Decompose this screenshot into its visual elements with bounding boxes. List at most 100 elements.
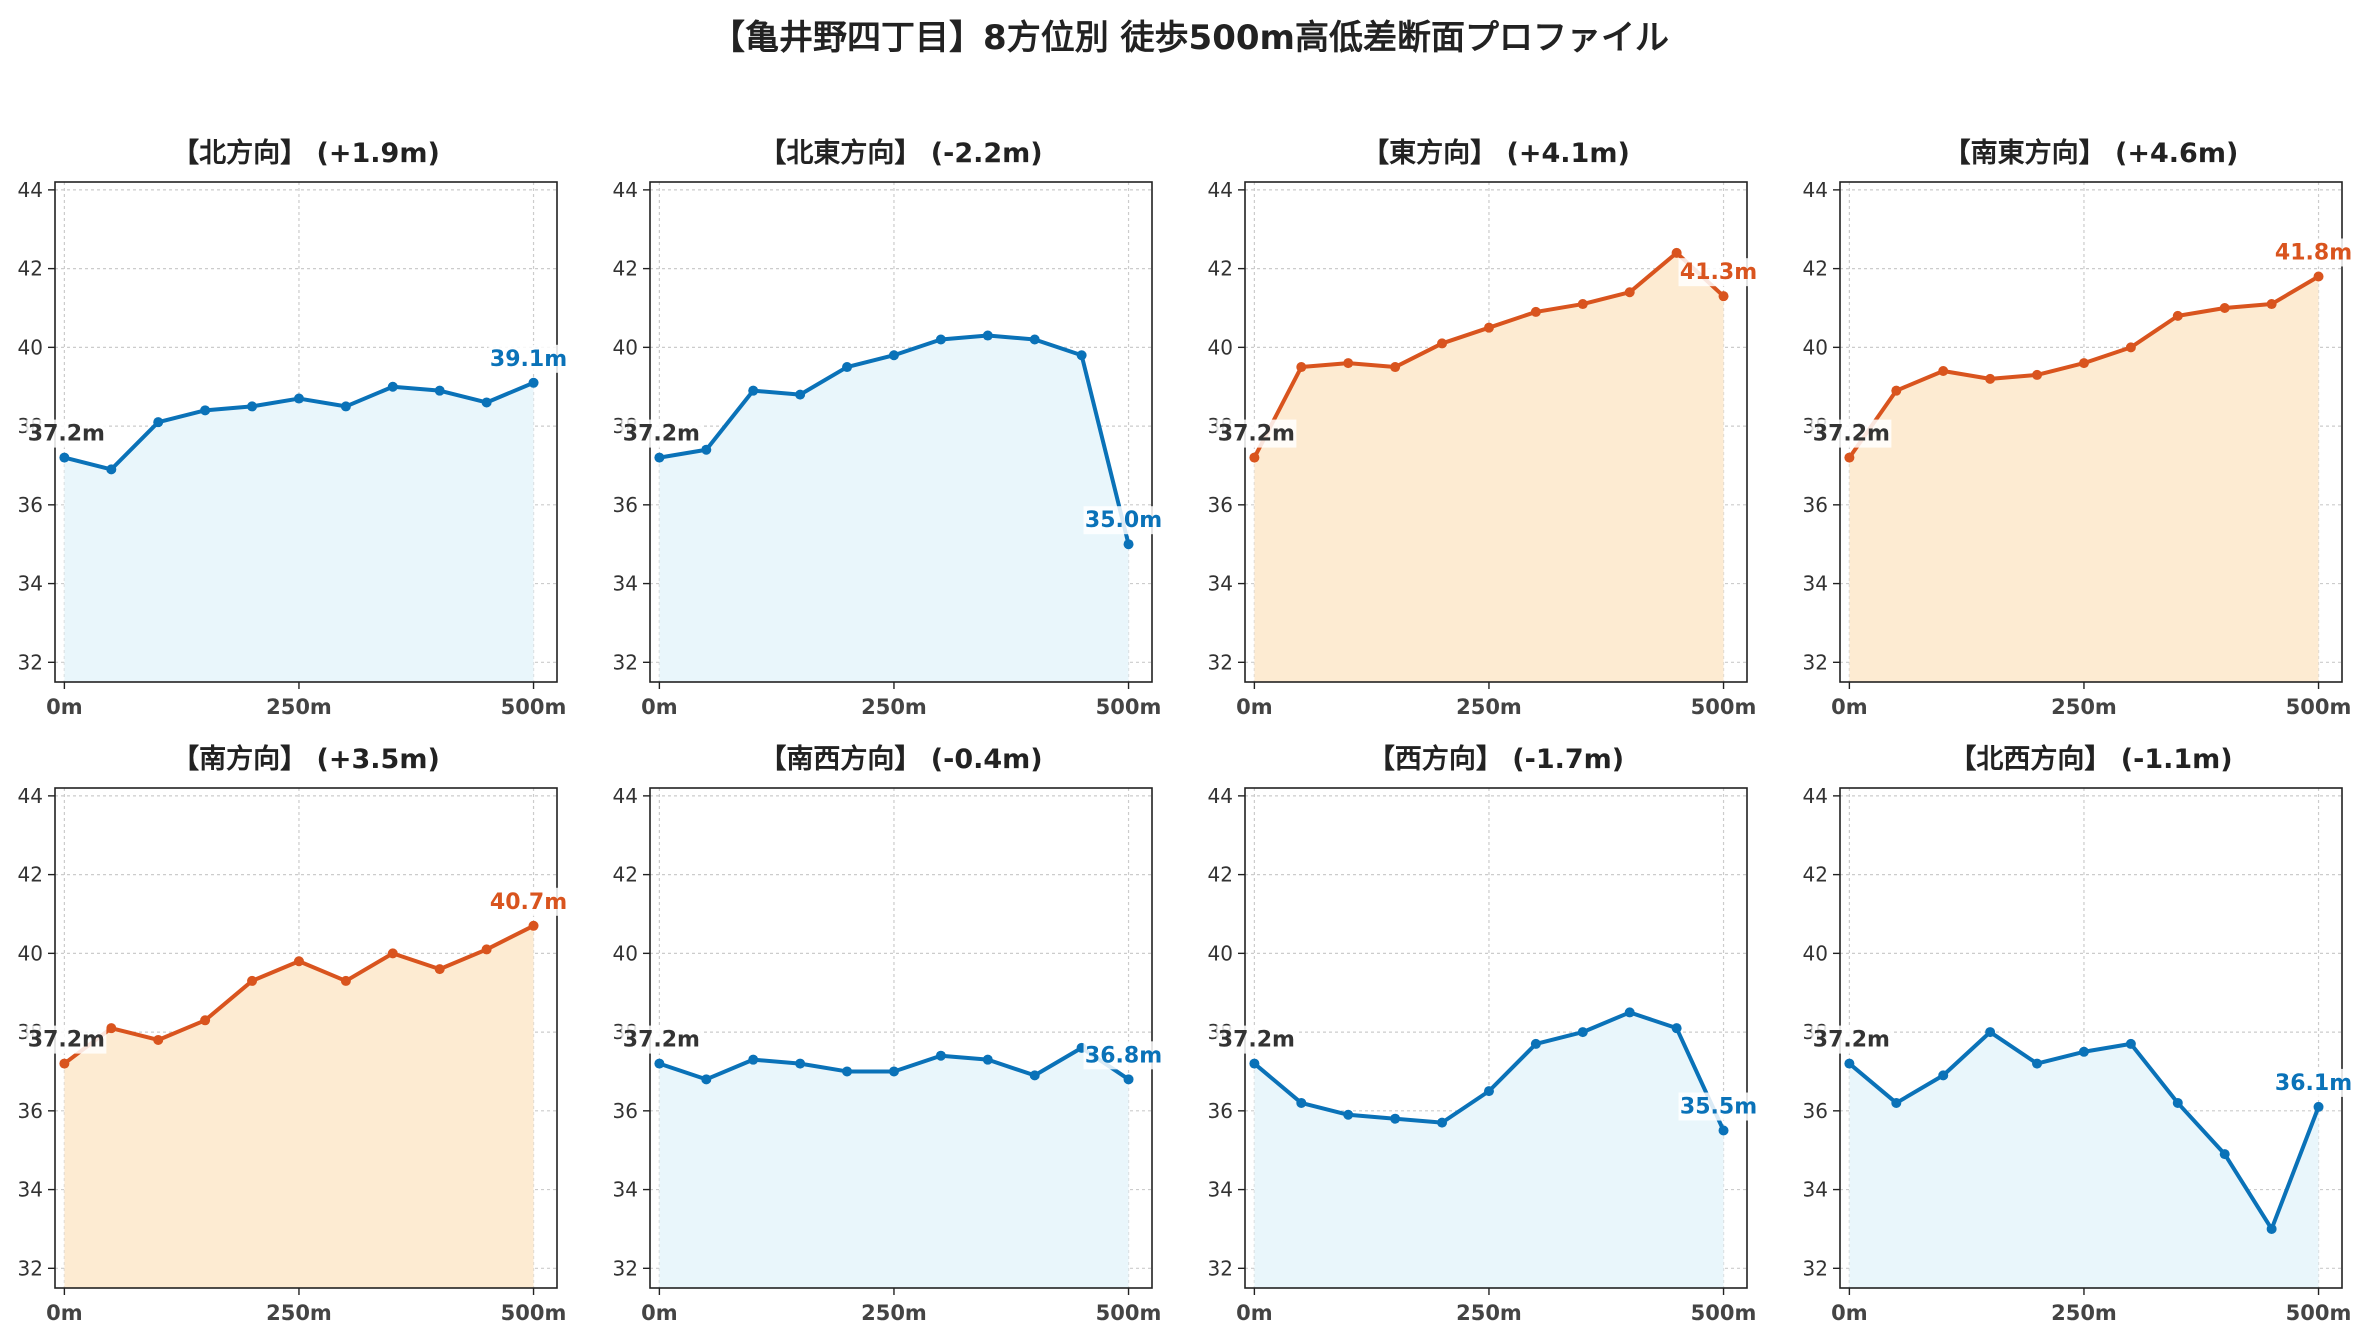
end-label-bg	[1678, 1092, 1759, 1121]
data-point	[1123, 1074, 1134, 1085]
y-tick-label: 40	[1208, 941, 1233, 965]
chart-panel-4: 323436384042440m250m500m【南方向】 (+3.5m)37.…	[18, 743, 569, 1325]
y-tick-label: 42	[613, 257, 638, 281]
data-point	[654, 452, 665, 463]
x-tick-label: 500m	[1691, 695, 1757, 719]
y-tick-label: 34	[1803, 572, 1828, 596]
start-value-label: 37.2m	[1813, 422, 1890, 447]
y-tick-label: 34	[1208, 1178, 1233, 1202]
data-point	[982, 330, 993, 341]
start-value-label: 37.2m	[1218, 1028, 1295, 1053]
panel-title: 【西方向】 (-1.7m)	[1368, 743, 1624, 775]
y-tick-label: 36	[613, 493, 638, 517]
x-tick-label: 500m	[501, 1301, 567, 1325]
data-point	[1437, 338, 1448, 349]
chart-panel-0: 323436384042440m250m500m【北方向】 (+1.9m)37.…	[18, 137, 569, 719]
x-tick-label: 500m	[1096, 695, 1162, 719]
x-tick-label: 250m	[861, 1301, 927, 1325]
y-tick-label: 44	[1803, 178, 1828, 202]
end-label-bg	[2273, 238, 2354, 267]
data-point	[1577, 1027, 1588, 1038]
y-tick-label: 34	[1803, 1178, 1828, 1202]
y-tick-label: 32	[1208, 650, 1233, 674]
x-tick-label: 250m	[861, 695, 927, 719]
data-point	[2266, 299, 2277, 310]
data-point	[528, 920, 539, 931]
y-tick-label: 32	[1803, 1256, 1828, 1280]
start-label-bg	[621, 1025, 702, 1054]
y-tick-label: 44	[613, 784, 638, 808]
y-tick-label: 32	[613, 1256, 638, 1280]
y-tick-label: 34	[613, 1178, 638, 1202]
data-point	[888, 1066, 899, 1077]
data-point	[748, 385, 759, 396]
start-value-label: 37.2m	[623, 1028, 700, 1053]
data-point	[153, 417, 164, 428]
x-tick-label: 500m	[1096, 1301, 1162, 1325]
data-point	[153, 1034, 164, 1045]
panel-title: 【東方向】 (+4.1m)	[1362, 137, 1630, 169]
data-point	[434, 964, 445, 975]
y-tick-label: 40	[1803, 941, 1828, 965]
area-fill	[659, 1047, 1129, 1288]
chart-panel-1: 323436384042440m250m500m【北東方向】 (-2.2m)37…	[613, 137, 1164, 719]
data-point	[1483, 322, 1494, 333]
data-point	[2313, 1101, 2324, 1112]
start-label-bg	[1811, 419, 1892, 448]
y-tick-label: 40	[613, 941, 638, 965]
x-tick-label: 0m	[1236, 695, 1273, 719]
end-value-label: 35.5m	[1680, 1095, 1757, 1120]
y-tick-label: 40	[613, 335, 638, 359]
x-tick-label: 0m	[46, 1301, 83, 1325]
data-point	[1343, 1109, 1354, 1120]
x-tick-label: 250m	[266, 1301, 332, 1325]
end-label-bg	[488, 887, 569, 916]
start-label-bg	[1811, 1025, 1892, 1054]
panel-title: 【北東方向】 (-2.2m)	[759, 137, 1042, 169]
end-value-label: 41.3m	[1680, 260, 1757, 285]
data-point	[935, 334, 946, 345]
data-point	[387, 381, 398, 392]
data-point	[2125, 342, 2136, 353]
data-point	[795, 389, 806, 400]
chart-panel-7: 323436384042440m250m500m【北西方向】 (-1.1m)37…	[1803, 743, 2354, 1325]
data-point	[340, 975, 351, 986]
end-value-label: 36.8m	[1085, 1043, 1162, 1068]
chart-panel-2: 323436384042440m250m500m【東方向】 (+4.1m)37.…	[1208, 137, 1759, 719]
y-tick-label: 44	[18, 178, 43, 202]
data-point	[1891, 385, 1902, 396]
start-label-bg	[26, 1025, 107, 1054]
data-point	[2125, 1038, 2136, 1049]
figure-title: 【亀井野四丁目】8方位別 徒歩500m高低差断面プロファイル	[711, 18, 1669, 58]
data-point	[888, 350, 899, 361]
data-point	[1718, 291, 1729, 302]
data-point	[1390, 1113, 1401, 1124]
data-point	[59, 452, 70, 463]
y-tick-label: 44	[18, 784, 43, 808]
data-point	[654, 1058, 665, 1069]
x-tick-label: 250m	[2051, 1301, 2117, 1325]
data-point	[795, 1058, 806, 1069]
y-tick-label: 36	[1208, 493, 1233, 517]
data-point	[1671, 1023, 1682, 1034]
data-point	[387, 948, 398, 959]
data-point	[2078, 1046, 2089, 1057]
data-point	[247, 975, 258, 986]
end-label-bg	[1083, 506, 1164, 535]
y-tick-label: 40	[18, 335, 43, 359]
y-tick-label: 32	[18, 650, 43, 674]
start-label-bg	[1216, 1025, 1297, 1054]
data-point	[842, 1066, 853, 1077]
y-tick-label: 42	[1803, 863, 1828, 887]
start-value-label: 37.2m	[1218, 422, 1295, 447]
x-tick-label: 0m	[1236, 1301, 1273, 1325]
data-point	[2266, 1223, 2277, 1234]
data-point	[1123, 539, 1134, 550]
start-label-bg	[1216, 419, 1297, 448]
data-point	[2032, 369, 2043, 380]
panel-title: 【北方向】 (+1.9m)	[172, 137, 440, 169]
data-point	[2078, 358, 2089, 369]
data-point	[59, 1058, 70, 1069]
x-tick-label: 0m	[46, 695, 83, 719]
chart-panel-5: 323436384042440m250m500m【南西方向】 (-0.4m)37…	[613, 743, 1164, 1325]
